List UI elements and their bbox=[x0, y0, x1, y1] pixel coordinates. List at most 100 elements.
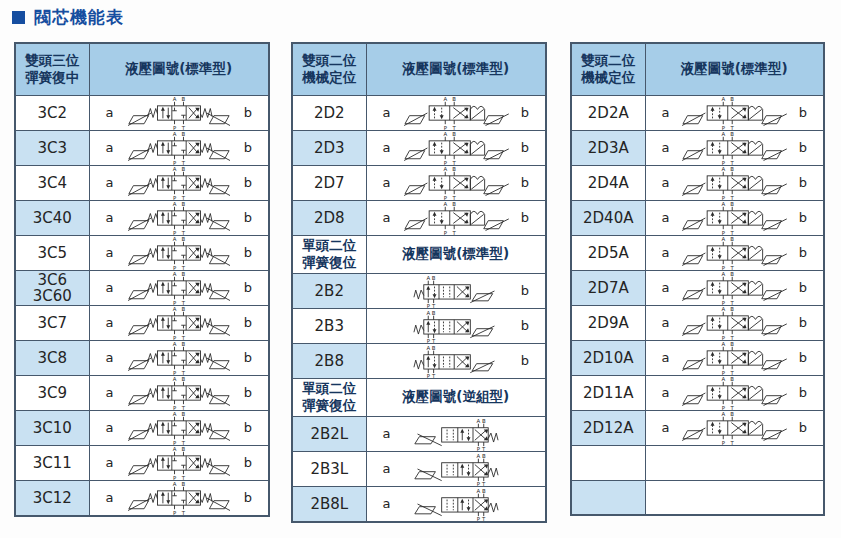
table-row: 2B2LaABPT bbox=[292, 416, 546, 451]
valve-3pos-spring-centered-icon: ABPT bbox=[127, 446, 231, 480]
svg-text:B: B bbox=[452, 201, 456, 207]
diagram-wrap: aABPT bbox=[367, 487, 546, 521]
model-code: 2B3 bbox=[293, 318, 366, 334]
valve-3pos-spring-centered-icon: ABPT bbox=[127, 376, 231, 410]
valve-2pos-detent-icon: ABPT bbox=[402, 201, 510, 235]
model-code: 3C11 bbox=[16, 455, 89, 471]
table-row: 3C10aABPTb bbox=[15, 410, 269, 445]
svg-text:A: A bbox=[172, 166, 176, 172]
side-b-label: b bbox=[797, 350, 809, 365]
side-a-label: a bbox=[660, 385, 672, 400]
model-code-cell: 2D2 bbox=[292, 95, 366, 130]
model-code: 2D7A bbox=[572, 280, 645, 296]
diagram-cell: ABPTb bbox=[366, 343, 546, 378]
svg-text:P: P bbox=[173, 299, 177, 304]
table-row: 2D2aABPTb bbox=[292, 95, 546, 130]
svg-text:A: A bbox=[172, 341, 176, 347]
svg-text:T: T bbox=[730, 124, 735, 129]
group-title-line: 雙頭三位 bbox=[16, 52, 89, 69]
group-title-line: 機械定位 bbox=[293, 69, 366, 86]
model-code-cell: 2B8 bbox=[292, 343, 366, 378]
svg-text:P: P bbox=[426, 373, 430, 378]
diagram-wrap: aABPT bbox=[367, 452, 546, 486]
valve-3pos-spring-centered-icon: ABPT bbox=[127, 306, 231, 340]
svg-text:P: P bbox=[722, 159, 726, 164]
side-a-label: a bbox=[660, 420, 672, 435]
table-row: 2B8LaABPT bbox=[292, 486, 546, 522]
diagram-wrap: aABPTb bbox=[646, 376, 824, 410]
svg-text:T: T bbox=[181, 404, 186, 409]
diagram-wrap: aABPTb bbox=[646, 306, 824, 340]
table-row: 2D11AaABPTb bbox=[571, 375, 824, 410]
svg-text:B: B bbox=[482, 487, 486, 493]
svg-text:T: T bbox=[431, 373, 436, 378]
diagram-cell: aABPTb bbox=[89, 375, 269, 410]
valve-3pos-spring-centered-icon: ABPT bbox=[127, 481, 231, 515]
page-title: 閥芯機能表 bbox=[34, 6, 124, 29]
valve-2pos-spring-left-icon: ABPT bbox=[411, 309, 501, 343]
side-b-label: b bbox=[242, 280, 254, 295]
side-b-label: b bbox=[797, 315, 809, 330]
model-code-cell: 3C7 bbox=[15, 305, 89, 340]
model-code: 3C60 bbox=[16, 288, 89, 304]
model-code-cell: 2D40A bbox=[571, 200, 645, 235]
svg-text:A: A bbox=[172, 411, 176, 417]
table-row: 2D10AaABPTb bbox=[571, 340, 824, 375]
svg-text:P: P bbox=[722, 369, 726, 374]
diagram-cell: aABPT bbox=[366, 486, 546, 522]
model-code-cell: 2B3 bbox=[292, 308, 366, 343]
svg-text:B: B bbox=[181, 201, 185, 207]
diagram-cell: aABPTb bbox=[89, 445, 269, 480]
function-table: 雙頭三位彈簧復中液壓圖號(標準型)3C2aABPTb3C3aABPTb3C4aA… bbox=[14, 42, 270, 517]
group-title-line: 彈簧復中 bbox=[16, 69, 89, 86]
side-a-label: a bbox=[660, 210, 672, 225]
diagram-cell: aABPTb bbox=[645, 130, 824, 165]
diagram-cell: aABPTb bbox=[89, 340, 269, 375]
side-b-label: b bbox=[797, 245, 809, 260]
diagram-wrap: aABPTb bbox=[90, 341, 269, 375]
table-row: 2B3LaABPT bbox=[292, 451, 546, 486]
table-row bbox=[571, 445, 824, 480]
diagram-wrap: aABPTb bbox=[90, 96, 269, 130]
svg-text:T: T bbox=[730, 194, 735, 199]
svg-text:A: A bbox=[443, 96, 447, 102]
svg-text:B: B bbox=[452, 131, 456, 137]
model-code-cell bbox=[571, 445, 645, 480]
table-row: 3C9aABPTb bbox=[15, 375, 269, 410]
model-code: 2D3A bbox=[572, 140, 645, 156]
diagram-wrap: ABPT b bbox=[367, 309, 546, 343]
model-code: 3C6 bbox=[16, 272, 89, 288]
side-b-label: b bbox=[519, 318, 531, 333]
diagram-cell: aABPTb bbox=[645, 95, 824, 130]
svg-text:B: B bbox=[731, 376, 735, 382]
svg-text:A: A bbox=[722, 236, 726, 242]
diagram-cell: aABPT bbox=[366, 451, 546, 486]
diagram-wrap: aABPTb bbox=[646, 341, 824, 375]
model-code: 2D10A bbox=[572, 350, 645, 366]
side-b-label: b bbox=[797, 210, 809, 225]
svg-text:P: P bbox=[173, 229, 177, 234]
diagram-wrap: aABPTb bbox=[646, 131, 824, 165]
diagram-wrap: aABPTb bbox=[90, 446, 269, 480]
side-a-label: a bbox=[660, 245, 672, 260]
side-b-label: b bbox=[242, 350, 254, 365]
diagram-cell: aABPTb bbox=[89, 305, 269, 340]
diagram-cell: aABPTb bbox=[645, 305, 824, 340]
svg-text:B: B bbox=[731, 341, 735, 347]
model-code-cell: 2D3A bbox=[571, 130, 645, 165]
svg-text:T: T bbox=[451, 229, 456, 234]
diagram-cell: ABPTb bbox=[366, 273, 546, 308]
svg-text:T: T bbox=[181, 439, 186, 444]
svg-text:A: A bbox=[172, 306, 176, 312]
valve-3pos-spring-centered-icon: ABPT bbox=[127, 166, 231, 200]
diagram-column-caption: 液壓圖號(標準型) bbox=[645, 43, 824, 95]
side-a-label: a bbox=[104, 350, 116, 365]
svg-text:B: B bbox=[432, 309, 436, 315]
model-code: 3C4 bbox=[16, 175, 89, 191]
valve-2pos-detent-icon: ABPT bbox=[680, 376, 788, 410]
side-a-label: a bbox=[381, 461, 393, 476]
svg-text:P: P bbox=[173, 404, 177, 409]
side-b-label: b bbox=[519, 353, 531, 368]
side-a-label: a bbox=[660, 350, 672, 365]
diagram-wrap: aABPTb bbox=[367, 131, 546, 165]
